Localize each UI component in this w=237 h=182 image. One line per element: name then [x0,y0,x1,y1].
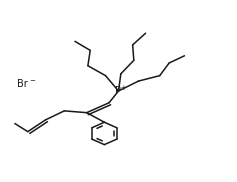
Text: −: − [29,78,35,84]
Text: P: P [115,86,122,96]
Text: +: + [121,85,127,91]
Text: Br: Br [17,79,27,89]
